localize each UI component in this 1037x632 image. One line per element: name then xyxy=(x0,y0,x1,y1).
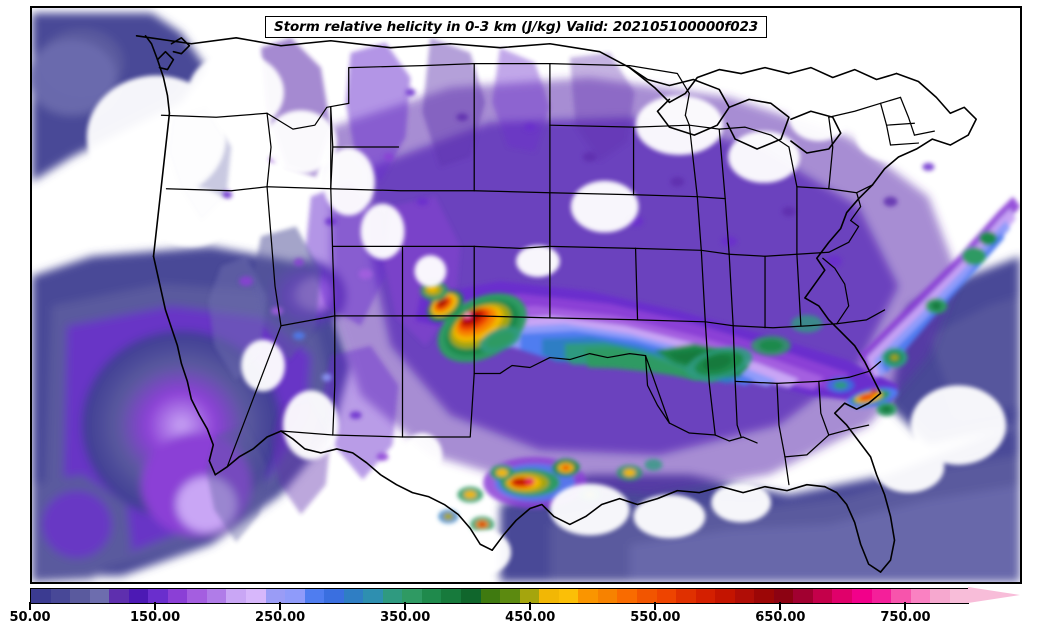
colorbar-tick-label: 250.00 xyxy=(255,610,306,625)
colorbar[interactable]: 50.00 150.00 250.00 350.00 450.00 550.00 650.0… xyxy=(0,586,1037,632)
colorbar-segment xyxy=(734,589,755,603)
colorbar-segment xyxy=(402,589,422,603)
map-panel[interactable]: Storm relative helicity in 0-3 km (J/kg)… xyxy=(30,6,1022,584)
colorbar-segment xyxy=(930,589,950,603)
colorbar-segment xyxy=(910,589,931,603)
colorbar-segment xyxy=(793,589,813,603)
colorbar-tick-label: 350.00 xyxy=(380,610,431,625)
colorbar-segment xyxy=(109,589,129,603)
colorbar-segment xyxy=(871,589,892,603)
colorbar-segment xyxy=(578,589,598,603)
helicity-field-layer xyxy=(32,8,1020,582)
colorbar-segment xyxy=(50,589,71,603)
colorbar-segment xyxy=(597,589,618,603)
colorbar-tick xyxy=(654,602,657,610)
colorbar-segment xyxy=(226,589,247,603)
colorbar-tick-label: 650.00 xyxy=(755,610,806,625)
colorbar-segment xyxy=(167,589,188,603)
colorbar-tick-label: 150.00 xyxy=(129,610,181,625)
colorbar-segment xyxy=(206,589,227,603)
colorbar-segment xyxy=(285,589,305,603)
colorbar-tick xyxy=(279,602,282,610)
colorbar-segment xyxy=(31,589,51,603)
map-title-box: Storm relative helicity in 0-3 km (J/kg)… xyxy=(265,16,768,38)
colorbar-segment xyxy=(148,589,168,603)
colorbar-segment xyxy=(949,589,970,603)
colorbar-tick xyxy=(29,602,31,610)
colorbar-segment xyxy=(715,589,735,603)
colorbar-segment xyxy=(265,589,286,603)
colorbar-tick xyxy=(529,602,532,610)
colorbar-segment xyxy=(246,589,266,603)
colorbar-segment xyxy=(832,589,852,603)
colorbar-segment xyxy=(519,589,540,603)
colorbar-segment xyxy=(539,589,559,603)
colorbar-segment xyxy=(773,589,794,603)
colorbar-segment xyxy=(461,589,481,603)
colorbar-segment xyxy=(382,589,403,603)
colorbar-segment xyxy=(695,589,716,603)
colorbar-tick-label: 450.00 xyxy=(505,610,556,625)
colorbar-segment xyxy=(480,589,501,603)
colorbar-segment xyxy=(636,589,657,603)
colorbar-segment xyxy=(324,589,344,603)
geography-outlines-layer xyxy=(135,35,977,573)
colorbar-segment xyxy=(656,589,677,603)
colorbar-segment xyxy=(676,589,696,603)
colorbar-gradient[interactable] xyxy=(30,588,970,604)
colorbar-segment xyxy=(363,589,383,603)
colorbar-tick xyxy=(404,602,407,610)
colorbar-segment xyxy=(500,589,520,603)
colorbar-segment xyxy=(304,589,325,603)
colorbar-segment xyxy=(617,589,637,603)
colorbar-ticks xyxy=(0,602,1037,610)
colorbar-segment xyxy=(70,589,90,603)
colorbar-tick-label: 550.00 xyxy=(630,610,681,625)
colorbar-segment xyxy=(891,589,911,603)
colorbar-tick xyxy=(779,602,782,610)
colorbar-segment xyxy=(89,589,110,603)
colorbar-segment xyxy=(812,589,833,603)
colorbar-segment xyxy=(851,589,872,603)
colorbar-tick xyxy=(904,602,907,610)
colorbar-segment xyxy=(421,589,442,603)
colorbar-tick-label: 750.00 xyxy=(880,610,931,625)
colorbar-segment xyxy=(754,589,774,603)
colorbar-tick-labels: 50.00 150.00 250.00 350.00 450.00 550.00 650.0… xyxy=(0,610,1037,630)
colorbar-segment xyxy=(128,589,149,603)
colorbar-segment xyxy=(558,589,579,603)
colorbar-tick-label: 50.00 xyxy=(9,610,51,625)
colorbar-extend-max-arrow xyxy=(968,587,1020,603)
colorbar-segment xyxy=(441,589,462,603)
colorbar-tick xyxy=(154,602,157,610)
colorbar-segment xyxy=(187,589,207,603)
page-title: Storm relative helicity in 0-3 km (J/kg)… xyxy=(274,18,759,35)
colorbar-segment xyxy=(343,589,364,603)
